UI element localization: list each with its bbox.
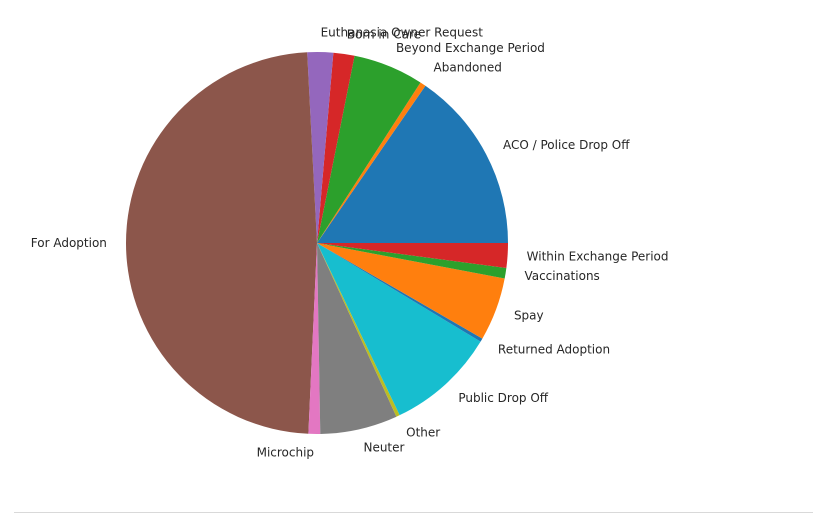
pie-slice-within-exchange-period: [317, 243, 508, 268]
pie-slice-microchip: [308, 243, 321, 435]
pie-slice-abandoned: [317, 82, 426, 243]
pie-label-abandoned: Abandoned: [434, 61, 502, 75]
pie-slice-for-adoption: [126, 52, 318, 434]
pie-chart-svg: ACO / Police Drop Off Abandoned Beyond Exc…: [31, 25, 669, 460]
pie-chart: ACO / Police Drop Off Abandoned Beyond Exc…: [31, 25, 669, 460]
pie-label-microchip: Microchip: [257, 446, 314, 460]
pie-label-born-in-care: Born in Care: [347, 28, 421, 42]
pie-label-vaccinations: Vaccinations: [524, 269, 599, 283]
pie-slice-public-drop-off: [317, 243, 481, 416]
pie-slice-born-in-care: [317, 52, 355, 243]
pie-label-spay: Spay: [514, 309, 544, 323]
pie-label-euthanasia-owner-request: Euthanasia Owner Request: [321, 25, 484, 39]
bottom-divider: [14, 512, 813, 513]
pie-slice-euthanasia-owner-request: [307, 52, 334, 244]
pie-slice-other: [317, 243, 400, 417]
pie-label-within-exchange-period: Within Exchange Period: [527, 249, 669, 263]
pie-label-returned-adoption: Returned Adoption: [498, 342, 610, 356]
pie-slice-aco-police-drop-off: [317, 85, 508, 243]
pie-label-public-drop-off: Public Drop Off: [458, 391, 548, 405]
pie-label-other: Other: [406, 426, 440, 440]
pie-label-neuter: Neuter: [363, 440, 404, 454]
pie-label-beyond-exchange-period: Beyond Exchange Period: [396, 41, 545, 55]
pie-slice-vaccinations: [317, 243, 507, 279]
pie-slice-beyond-exchange-period: [317, 55, 421, 244]
pie-slice-returned-adoption: [317, 243, 483, 342]
pie-slice-spay: [317, 243, 505, 339]
pie-label-aco-police-drop-off: ACO / Police Drop Off: [503, 138, 630, 152]
pie-label-for-adoption: For Adoption: [31, 236, 107, 250]
pie-slice-neuter: [317, 243, 397, 434]
